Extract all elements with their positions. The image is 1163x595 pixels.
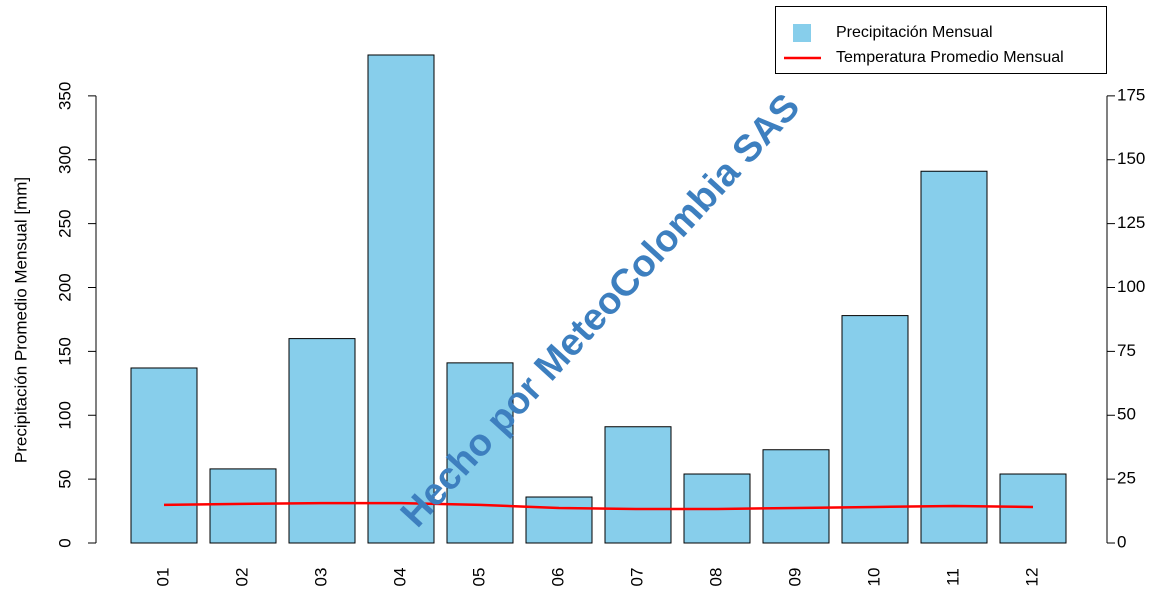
x-tick-label: 06 [548, 568, 567, 587]
x-tick-label: 01 [153, 568, 172, 587]
bar [999, 473, 1067, 544]
y2-tick-label: 75 [1117, 341, 1136, 360]
x-tick-label: 08 [706, 568, 725, 587]
line [163, 501, 1034, 511]
x-tick-label: 12 [1022, 568, 1041, 587]
y-tick-label: 200 [55, 273, 74, 301]
x-tick-label: 09 [785, 568, 804, 587]
x-tick-label: 05 [469, 568, 488, 587]
legend-label: Temperatura Promedio Mensual [836, 49, 1064, 66]
bar [841, 315, 909, 544]
y-tick-label: 250 [55, 209, 74, 237]
bar [762, 449, 830, 544]
y2-tick-label: 100 [1117, 277, 1145, 296]
watermark: Hecho por MeteoColombia SAS [393, 86, 808, 535]
x-tick-label: 02 [232, 568, 251, 587]
bar [130, 367, 198, 544]
bar [288, 338, 356, 544]
bar [209, 468, 277, 544]
y-tick-label: 0 [55, 538, 74, 547]
y-tick-label: 300 [55, 146, 74, 174]
x-tick-label: 04 [390, 568, 409, 587]
y-tick-label: 50 [55, 470, 74, 489]
y2-tick-label: 175 [1117, 85, 1145, 104]
bar [525, 496, 593, 544]
x-tick-label: 11 [943, 568, 962, 586]
legend-swatch [793, 24, 811, 42]
legend-box [775, 6, 1107, 74]
x-tick-label: 10 [864, 568, 883, 587]
y2-tick-label: 125 [1117, 213, 1145, 232]
x-tick-label: 03 [311, 568, 330, 587]
bar [367, 54, 435, 544]
y2-tick-label: 150 [1117, 149, 1145, 168]
bar [604, 426, 672, 544]
y-axis-label: Precipitación Promedio Mensual [mm] [11, 177, 30, 463]
y-tick-label: 350 [55, 82, 74, 110]
legend-label: Precipitación Mensual [836, 24, 993, 41]
y-tick-label: 100 [55, 401, 74, 429]
bar [446, 362, 514, 544]
y-tick-label: 150 [55, 337, 74, 365]
y2-tick-label: 25 [1117, 469, 1136, 488]
x-tick-label: 07 [627, 568, 646, 587]
y2-tick-label: 0 [1117, 532, 1126, 551]
y2-tick-label: 50 [1117, 405, 1136, 424]
bar [920, 170, 988, 544]
